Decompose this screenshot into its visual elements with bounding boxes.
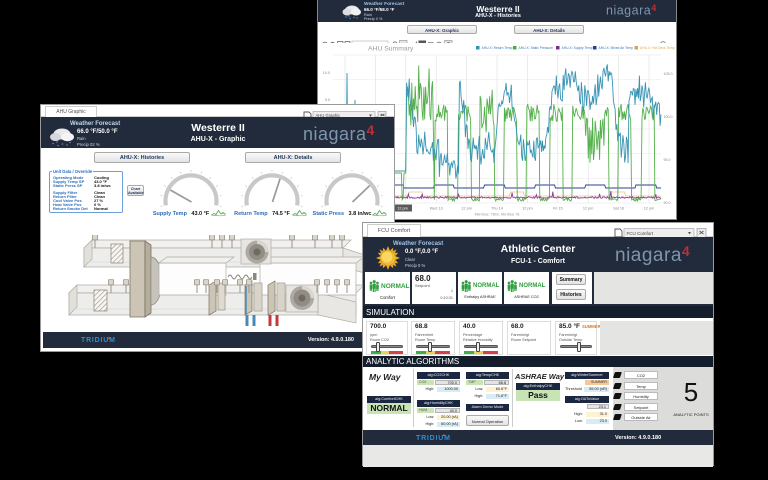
svg-text:5.0: 5.0 [325, 98, 330, 102]
svg-text:Fri 15: Fri 15 [553, 207, 563, 211]
svg-text:AHU Summary: AHU Summary [368, 46, 414, 53]
svg-text:Thu 14: Thu 14 [491, 207, 503, 211]
svg-text:105.0: 105.0 [664, 72, 673, 76]
svg-text:12 pm: 12 pm [644, 207, 655, 211]
svg-text:Mid Blue: 7Brm, Md Blue 78: Mid Blue: 7Brm, Md Blue 78 [475, 213, 520, 217]
svg-text:AHU-X: Supply Temp: AHU-X: Supply Temp [562, 46, 593, 50]
svg-text:FCU Comfort: FCU Comfort [627, 231, 654, 236]
svg-text:AHU-X: Return Temp: AHU-X: Return Temp [482, 46, 513, 50]
svg-text:10.0: 10.0 [323, 71, 330, 75]
svg-text:Wed 13: Wed 13 [430, 207, 443, 211]
svg-text:Sat 16: Sat 16 [613, 207, 624, 211]
svg-text:90.0: 90.0 [664, 201, 671, 205]
svg-text:12 pm: 12 pm [397, 207, 408, 211]
svg-text:AHU-X: Mixed Air Temp: AHU-X: Mixed Air Temp [599, 46, 634, 50]
svg-text:AHU-X: Hot Deck Temp: AHU-X: Hot Deck Temp [640, 46, 675, 50]
svg-text:AHU-X: Static Pressure: AHU-X: Static Pressure [519, 46, 554, 50]
svg-text:AHU Graphic: AHU Graphic [316, 113, 341, 118]
svg-text:12 pm: 12 pm [461, 207, 472, 211]
svg-text:95.0: 95.0 [664, 158, 671, 162]
svg-text:12 pm: 12 pm [522, 207, 533, 211]
svg-text:12 pm: 12 pm [583, 207, 594, 211]
svg-text:100.0: 100.0 [664, 115, 673, 119]
